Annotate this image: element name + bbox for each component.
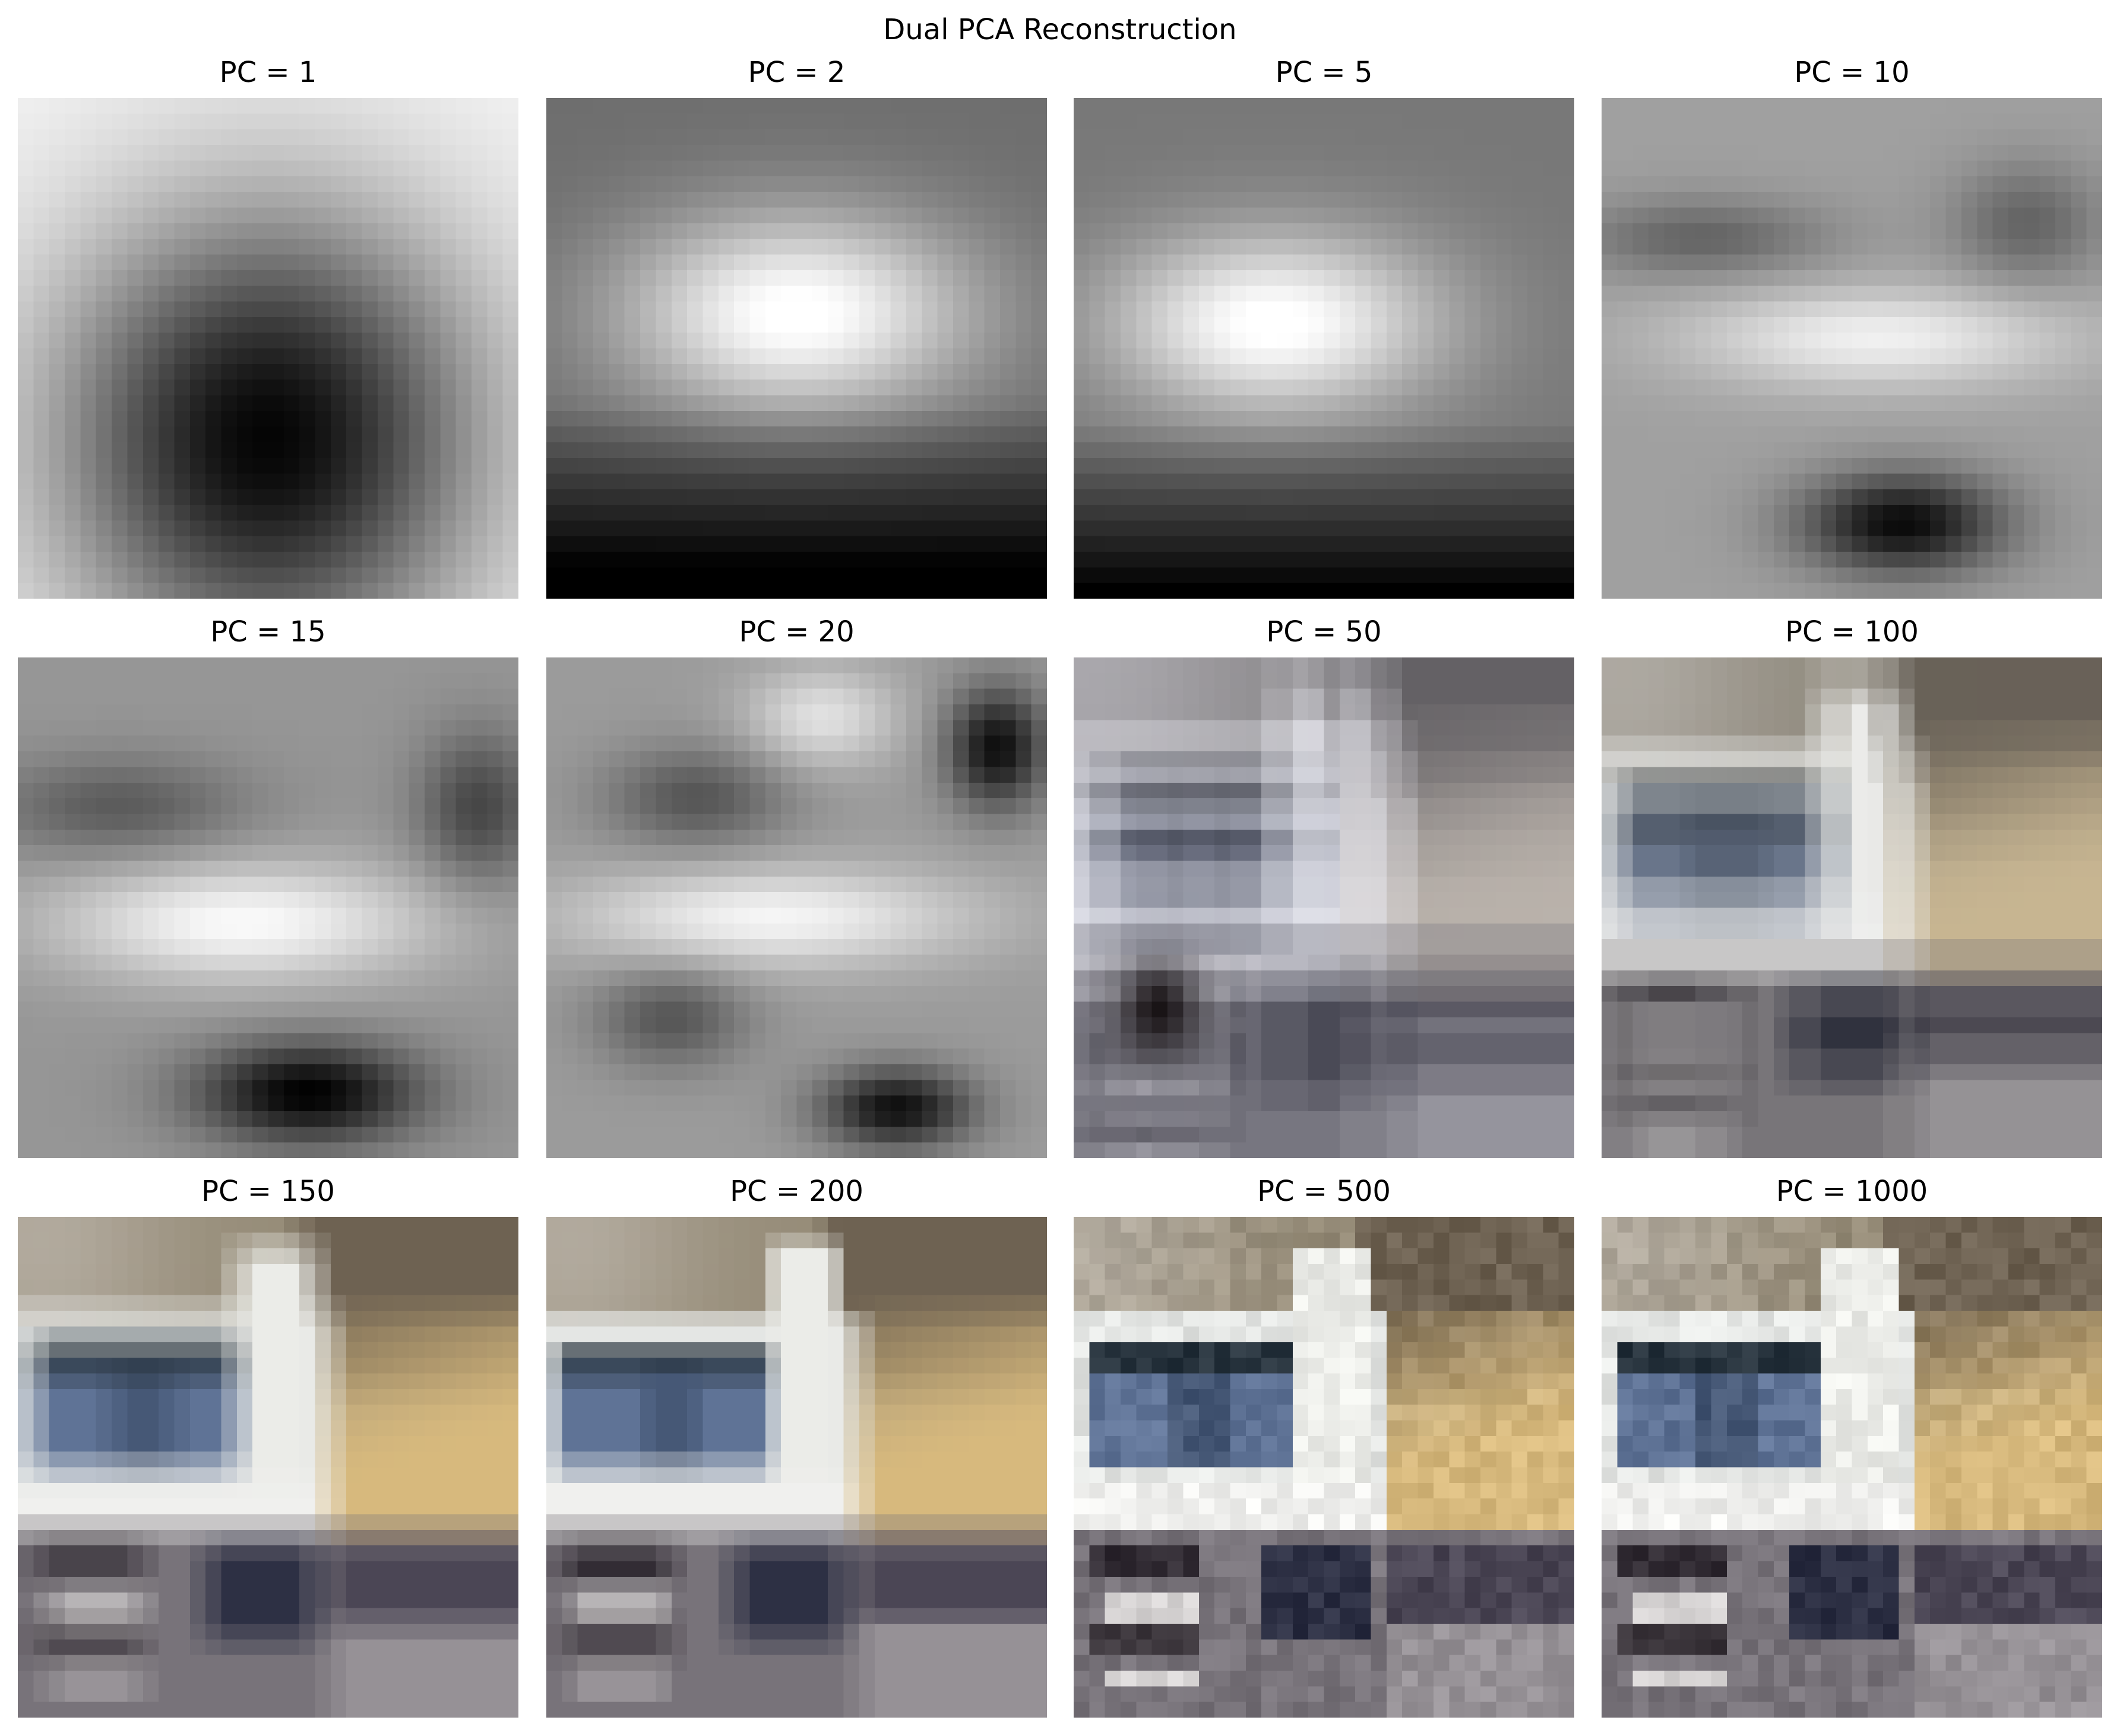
panel-title: PC = 15: [210, 615, 326, 649]
reconstruction-image: [546, 1217, 1047, 1718]
panel-pc10: PC = 10: [1602, 53, 2102, 599]
reconstruction-image: [18, 1217, 518, 1718]
reconstruction-image: [18, 98, 518, 599]
panel-title: PC = 1000: [1776, 1175, 1928, 1208]
panel-title: PC = 10: [1794, 56, 1910, 89]
panel-pc5: PC = 5: [1074, 53, 1574, 599]
reconstruction-image: [1602, 1217, 2102, 1718]
reconstruction-image: [1074, 657, 1574, 1158]
reconstruction-pixels: [1074, 1217, 1574, 1718]
reconstruction-pixels: [18, 1217, 518, 1718]
reconstruction-image: [546, 98, 1047, 599]
panel-title: PC = 20: [739, 615, 855, 649]
panel-pc100: PC = 100: [1602, 613, 2102, 1158]
panel-pc2: PC = 2: [546, 53, 1047, 599]
panel-title: PC = 50: [1266, 615, 1382, 649]
panel-pc1000: PC = 1000: [1602, 1172, 2102, 1718]
panel-pc20: PC = 20: [546, 613, 1047, 1158]
reconstruction-pixels: [546, 657, 1047, 1158]
reconstruction-image: [1602, 657, 2102, 1158]
panel-pc15: PC = 15: [18, 613, 518, 1158]
reconstruction-pixels: [1602, 657, 2102, 1158]
reconstruction-pixels: [546, 98, 1047, 599]
panel-title: PC = 100: [1785, 615, 1919, 649]
reconstruction-image: [1602, 98, 2102, 599]
reconstruction-image: [18, 657, 518, 1158]
panel-pc200: PC = 200: [546, 1172, 1047, 1718]
panel-title: PC = 150: [201, 1175, 335, 1208]
reconstruction-pixels: [18, 98, 518, 599]
panel-title: PC = 1: [219, 56, 317, 89]
panel-pc150: PC = 150: [18, 1172, 518, 1718]
reconstruction-pixels: [546, 1217, 1047, 1718]
reconstruction-pixels: [1602, 1217, 2102, 1718]
reconstruction-image: [1074, 98, 1574, 599]
panel-title: PC = 2: [748, 56, 846, 89]
reconstruction-image: [1074, 1217, 1574, 1718]
panel-pc1: PC = 1: [18, 53, 518, 599]
panel-title: PC = 5: [1275, 56, 1373, 89]
panel-pc50: PC = 50: [1074, 613, 1574, 1158]
panel-pc500: PC = 500: [1074, 1172, 1574, 1718]
figure-title: Dual PCA Reconstruction: [883, 13, 1237, 46]
reconstruction-image: [546, 657, 1047, 1158]
reconstruction-pixels: [1074, 657, 1574, 1158]
reconstruction-pixels: [18, 657, 518, 1158]
panel-title: PC = 200: [730, 1175, 863, 1208]
panel-title: PC = 500: [1257, 1175, 1391, 1208]
reconstruction-pixels: [1602, 98, 2102, 599]
reconstruction-pixels: [1074, 98, 1574, 599]
